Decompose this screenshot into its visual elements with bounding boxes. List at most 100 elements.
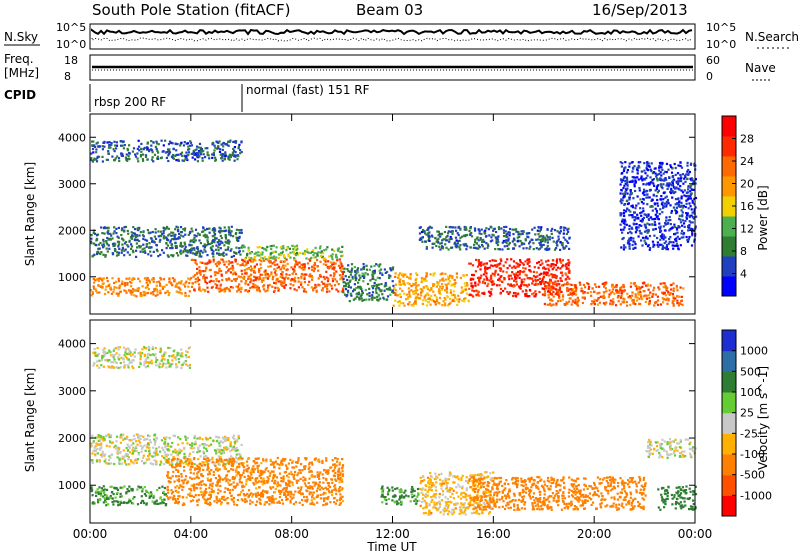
- data-cell-band-3: [255, 263, 258, 266]
- data-cell-band-8: [597, 297, 600, 300]
- data-cell-band-3: [202, 288, 205, 291]
- data-cell-band-5: [344, 288, 347, 291]
- data-cell-band-10: [626, 192, 629, 195]
- data-cell-band-4: [307, 251, 310, 254]
- data-cell-band-5: [368, 268, 371, 271]
- data-cell-band-1: [215, 452, 218, 455]
- data-cell-band-10: [655, 186, 658, 189]
- data-cell-band-8: [643, 281, 646, 284]
- data-cell-band-7: [486, 267, 489, 270]
- data-cell-band-10: [628, 237, 631, 240]
- data-cell-band-6: [425, 299, 428, 302]
- data-cell-band-1: [121, 434, 124, 437]
- data-cell-band-1: [103, 438, 106, 441]
- data-cell-band-6: [428, 298, 432, 301]
- data-cell-band-4: [257, 251, 260, 254]
- data-cell-band-9: [490, 226, 493, 229]
- data-cell-band-8: [645, 284, 648, 287]
- data-cell-band-4: [293, 257, 296, 260]
- data-cell-band-3: [261, 273, 264, 276]
- data-cell-band-6: [443, 296, 446, 300]
- data-cell-band-9: [544, 238, 547, 241]
- data-cell-band-9: [502, 229, 505, 232]
- data-cell-band-10: [682, 236, 685, 239]
- data-cell-band-10: [644, 225, 647, 228]
- data-cell-band-0: [120, 140, 123, 143]
- data-cell-band-9: [559, 226, 562, 229]
- data-cell-band-5: [360, 287, 363, 291]
- data-cell-band-1: [210, 443, 213, 446]
- data-cell-band-9: [561, 242, 564, 245]
- data-cell-band-0: [214, 146, 217, 149]
- data-cell-band-10: [636, 213, 639, 216]
- data-cell-band-2: [174, 285, 177, 288]
- data-cell-band-1: [132, 232, 135, 235]
- data-cell-band-1: [235, 246, 238, 249]
- data-cell-band-7: [519, 270, 522, 273]
- data-cell-band-1: [183, 229, 186, 232]
- data-cell-band-1: [190, 227, 193, 230]
- data-cell-band-1: [184, 455, 187, 458]
- data-cell-band-3: [293, 268, 296, 271]
- data-cell-band-10: [653, 171, 656, 174]
- data-cell-band-6: [461, 299, 464, 302]
- data-cell-band-7: [567, 264, 570, 267]
- data-cell-band-3: [241, 262, 244, 265]
- data-cell-band-10: [673, 244, 676, 247]
- data-cell-band-1: [212, 227, 215, 231]
- data-cell-band-3: [298, 265, 301, 268]
- data-cell-band-1: [147, 458, 150, 461]
- data-cell-band-9: [564, 226, 567, 230]
- data-cell-band-9: [513, 228, 516, 231]
- data-cell-band-10: [651, 198, 654, 202]
- data-cell-band-10: [639, 198, 642, 201]
- data-cell-band-1: [147, 231, 150, 234]
- data-cell-band-7: [521, 282, 524, 285]
- data-cell-band-7: [499, 267, 502, 270]
- data-cell-band-7: [536, 262, 539, 265]
- data-cell-band-6: [409, 277, 412, 280]
- data-cell-band-1: [95, 239, 98, 242]
- data-cell-band-5: [385, 298, 388, 301]
- data-cell-band-9: [546, 236, 549, 239]
- data-cell-band-0: [123, 354, 126, 357]
- data-cell-band-10: [677, 248, 680, 251]
- data-cell-band-3: [337, 264, 340, 267]
- data-cell-band-1: [132, 226, 135, 229]
- data-cell-band-10: [628, 214, 631, 217]
- data-cell-band-2: [91, 292, 94, 295]
- data-cell-band-10: [641, 192, 645, 195]
- data-cell-band-5: [379, 297, 382, 300]
- data-cell-band-0: [143, 361, 146, 364]
- data-cell-band-7: [478, 294, 481, 297]
- data-cell-band-6: [439, 279, 442, 282]
- data-cell-band-2: [93, 287, 96, 290]
- data-cell-band-3: [326, 265, 329, 268]
- data-cell-band-0: [189, 144, 192, 147]
- data-cell-band-0: [151, 346, 154, 349]
- data-cell-band-0: [179, 144, 182, 147]
- data-cell-band-9: [447, 248, 450, 251]
- data-cell-band-1: [111, 252, 114, 255]
- data-cell-band-5: [343, 285, 346, 288]
- data-cell-band-1: [102, 439, 105, 442]
- data-cell-band-5: [371, 298, 374, 301]
- data-cell-band-10: [628, 180, 632, 183]
- freq-label: Freq.: [4, 52, 34, 66]
- data-cell-band-10: [637, 178, 640, 181]
- data-cell-band-7: [552, 273, 555, 276]
- data-cell-band-0: [228, 158, 231, 161]
- data-cell-band-10: [646, 222, 649, 225]
- data-cell-band-0: [187, 151, 190, 154]
- data-cell-band-0: [175, 149, 178, 152]
- data-cell-band-1: [125, 463, 128, 466]
- data-cell-band-0: [167, 159, 170, 163]
- data-cell-band-0: [196, 145, 199, 148]
- data-cell-band-1: [234, 442, 237, 445]
- data-cell-band-1: [165, 247, 168, 250]
- data-cell-band-10: [619, 223, 622, 226]
- data-cell-band-6: [397, 276, 400, 279]
- data-cell-band-2: [127, 289, 131, 292]
- nave-tick-bottom: 0: [706, 70, 713, 83]
- data-cell-band-1: [100, 251, 103, 254]
